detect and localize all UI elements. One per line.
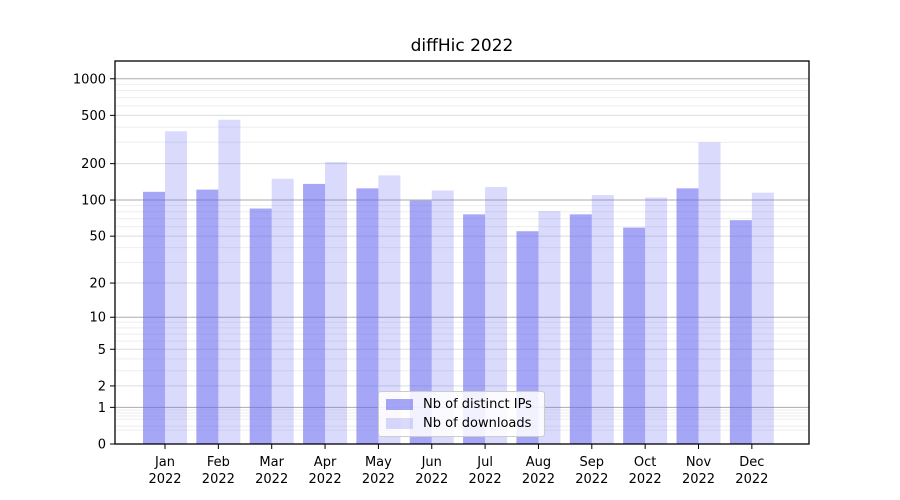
- x-tick-label-year: 2022: [469, 472, 502, 487]
- bar-downloads-feb: [218, 119, 241, 444]
- y-tick-label: 0: [98, 438, 106, 453]
- bar-downloads-jul: [485, 187, 508, 444]
- y-tick-label: 2: [98, 379, 106, 394]
- x-tick-label-year: 2022: [148, 472, 181, 487]
- x-tick-label-month: Feb: [207, 455, 230, 470]
- bar-ips-sep: [569, 214, 592, 444]
- bar-ips-aug: [516, 231, 539, 444]
- x-tick-label-month: Jun: [421, 455, 442, 470]
- bar-downloads-aug: [538, 211, 561, 444]
- x-tick-label-year: 2022: [362, 472, 395, 487]
- bar-ips-apr: [303, 183, 326, 444]
- legend-label-downloads: Nb of downloads: [423, 416, 532, 431]
- y-tick-label: 5: [98, 343, 106, 358]
- bar-downloads-sep: [591, 195, 614, 444]
- x-tick-label-year: 2022: [575, 472, 608, 487]
- bar-downloads-dec: [751, 192, 774, 444]
- bar-ips-jan: [143, 191, 165, 444]
- y-tick-label: 1: [98, 401, 106, 416]
- x-tick-label-year: 2022: [522, 472, 555, 487]
- x-tick-label-month: Jan: [154, 455, 175, 470]
- x-tick-label-year: 2022: [415, 472, 448, 487]
- x-tick-label-year: 2022: [309, 472, 342, 487]
- bar-downloads-oct: [645, 197, 668, 444]
- bar-downloads-jan: [165, 131, 187, 444]
- bar-downloads-nov: [698, 142, 721, 444]
- y-tick-label: 100: [81, 194, 106, 209]
- bar-ips-oct: [623, 227, 646, 444]
- bar-ips-jun: [409, 200, 432, 444]
- y-tick-label: 200: [81, 157, 106, 172]
- bar-ips-nov: [676, 188, 699, 444]
- bar-ips-may: [356, 188, 379, 444]
- plot-frame: [114, 60, 810, 445]
- bar-ips-feb: [196, 189, 219, 444]
- bar-downloads-mar: [271, 178, 294, 444]
- legend-item-downloads: Nb of downloads: [386, 416, 537, 431]
- x-tick-label-month: May: [365, 455, 392, 470]
- y-tick-label: 10: [89, 311, 106, 326]
- y-tick-label: 500: [81, 109, 106, 124]
- y-tick-label: 1000: [73, 72, 106, 87]
- bar-downloads-apr: [325, 162, 348, 445]
- x-tick-label-month: Sep: [580, 455, 605, 470]
- legend-swatch-ips: [386, 399, 413, 410]
- x-tick-label-month: Mar: [259, 455, 284, 470]
- legend: Nb of distinct IPs Nb of downloads: [378, 391, 545, 437]
- y-tick-label: 50: [89, 230, 106, 245]
- x-tick-label-month: Jul: [476, 455, 493, 470]
- x-tick-label-year: 2022: [629, 472, 662, 487]
- legend-item-ips: Nb of distinct IPs: [386, 397, 537, 412]
- bar-ips-jul: [463, 214, 486, 444]
- bar-ips-mar: [249, 208, 272, 444]
- x-tick-label-year: 2022: [255, 472, 288, 487]
- x-tick-label-month: Aug: [526, 455, 551, 470]
- bar-downloads-jun: [431, 190, 454, 444]
- legend-label-ips: Nb of distinct IPs: [423, 397, 532, 412]
- x-tick-label-month: Nov: [686, 455, 712, 470]
- x-tick-label-year: 2022: [735, 472, 768, 487]
- x-tick-label-year: 2022: [682, 472, 715, 487]
- bar-ips-dec: [729, 220, 752, 444]
- x-tick-label-month: Apr: [314, 455, 337, 470]
- bar-downloads-may: [378, 175, 401, 444]
- x-tick-label-year: 2022: [202, 472, 235, 487]
- x-tick-label-month: Dec: [739, 455, 764, 470]
- y-tick-label: 20: [89, 277, 106, 292]
- x-tick-label-month: Oct: [634, 455, 656, 470]
- legend-swatch-downloads: [386, 418, 413, 429]
- chart-title: diffHic 2022: [411, 36, 514, 56]
